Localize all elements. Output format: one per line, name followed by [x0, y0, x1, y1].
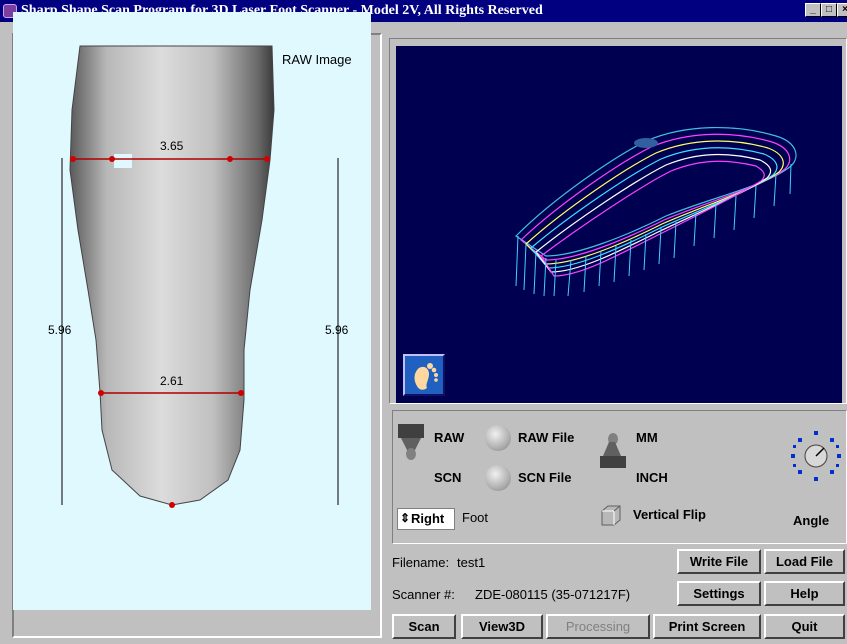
scn-file-label[interactable]: SCN File	[518, 470, 572, 485]
write-file-button[interactable]: Write File	[677, 549, 761, 574]
filename-label: Filename:	[392, 555, 450, 570]
foot-icon	[414, 363, 438, 390]
side-value: Right	[411, 511, 445, 526]
print-screen-button[interactable]: Print Screen	[653, 614, 761, 639]
scanner-value: ZDE-080115 (35-071217F)	[475, 587, 631, 602]
load-file-button[interactable]: Load File	[764, 549, 845, 574]
scn-file-radio[interactable]	[485, 465, 511, 491]
marker	[227, 156, 233, 162]
maximize-button[interactable]: □	[821, 3, 837, 17]
marker	[98, 390, 104, 396]
close-button[interactable]: ×	[837, 3, 847, 17]
foot-silhouette	[69, 45, 275, 506]
top-width-value: 3.65	[160, 139, 184, 153]
angle-dial-icon[interactable]	[788, 428, 844, 484]
raw-file-radio[interactable]	[485, 425, 511, 451]
right-length-value: 5.96	[325, 323, 349, 337]
marker	[238, 390, 244, 396]
view3d-panel[interactable]	[396, 46, 842, 403]
scn-label[interactable]: SCN	[434, 470, 462, 485]
filename-value: test1	[457, 555, 486, 570]
quit-button[interactable]: Quit	[764, 614, 845, 639]
inch-label[interactable]: INCH	[636, 470, 668, 485]
scanner-label: Scanner #:	[392, 587, 455, 602]
window-controls: _ □ ×	[805, 3, 847, 17]
checkbox-icon[interactable]	[598, 503, 624, 529]
marker	[70, 156, 76, 162]
bottom-width-value: 2.61	[160, 374, 184, 388]
angle-label: Angle	[793, 513, 830, 528]
marker	[264, 156, 270, 162]
side-spinner[interactable]: ⇕ Right	[397, 508, 455, 530]
foot-label: Foot	[462, 510, 489, 525]
raw-image-label: RAW Image	[282, 52, 352, 67]
marker	[169, 502, 175, 508]
settings-button[interactable]: Settings	[677, 581, 761, 606]
foot-3d-render	[515, 127, 797, 297]
foot-view-button[interactable]	[403, 354, 445, 396]
minimize-button[interactable]: _	[805, 3, 821, 17]
processing-button: Processing	[546, 614, 650, 639]
left-length-value: 5.96	[48, 323, 72, 337]
render-hole	[634, 138, 658, 148]
spinner-arrows-icon[interactable]: ⇕	[400, 511, 411, 525]
view3d-button[interactable]: View3D	[461, 614, 543, 639]
marker	[109, 156, 115, 162]
mm-label[interactable]: MM	[636, 430, 658, 445]
vertical-flip-label[interactable]: Vertical Flip	[633, 507, 706, 522]
scan-button[interactable]: Scan	[392, 614, 456, 639]
toggle-lever-icon[interactable]	[396, 422, 428, 462]
raw-file-label[interactable]: RAW File	[518, 430, 575, 445]
help-button[interactable]: Help	[764, 581, 845, 606]
raw-label[interactable]: RAW	[434, 430, 465, 445]
highlight-spot	[114, 154, 132, 168]
toggle-lever-icon[interactable]	[597, 430, 629, 470]
